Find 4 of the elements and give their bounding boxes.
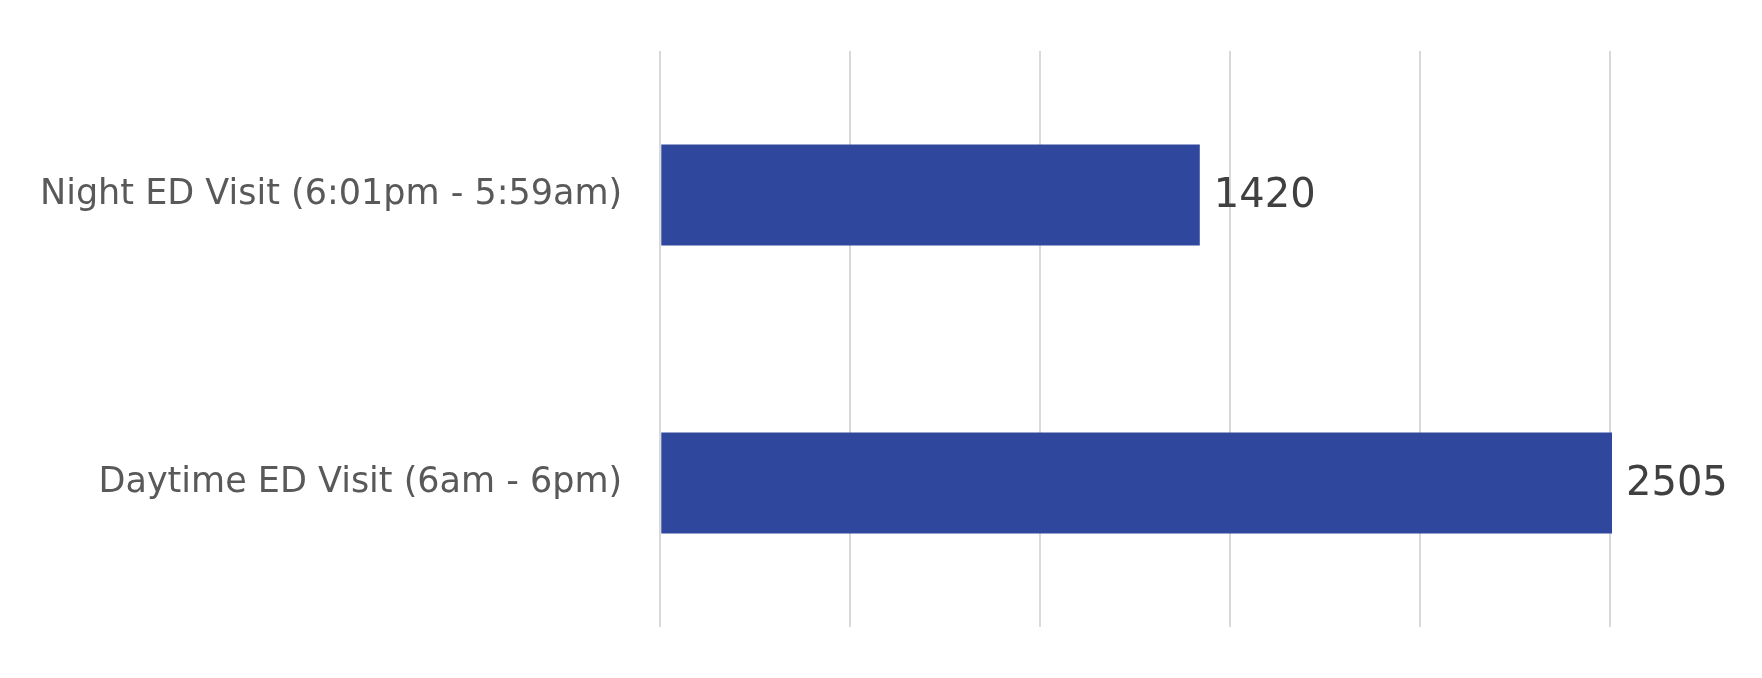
data-label: 1420 — [1213, 170, 1316, 217]
data-label: 2505 — [1626, 458, 1728, 505]
y-tick-label: Night ED Visit (6:01pm - 5:59am) — [39, 172, 623, 213]
y-tick-label: Daytime ED Visit (6am - 6pm) — [98, 460, 623, 501]
